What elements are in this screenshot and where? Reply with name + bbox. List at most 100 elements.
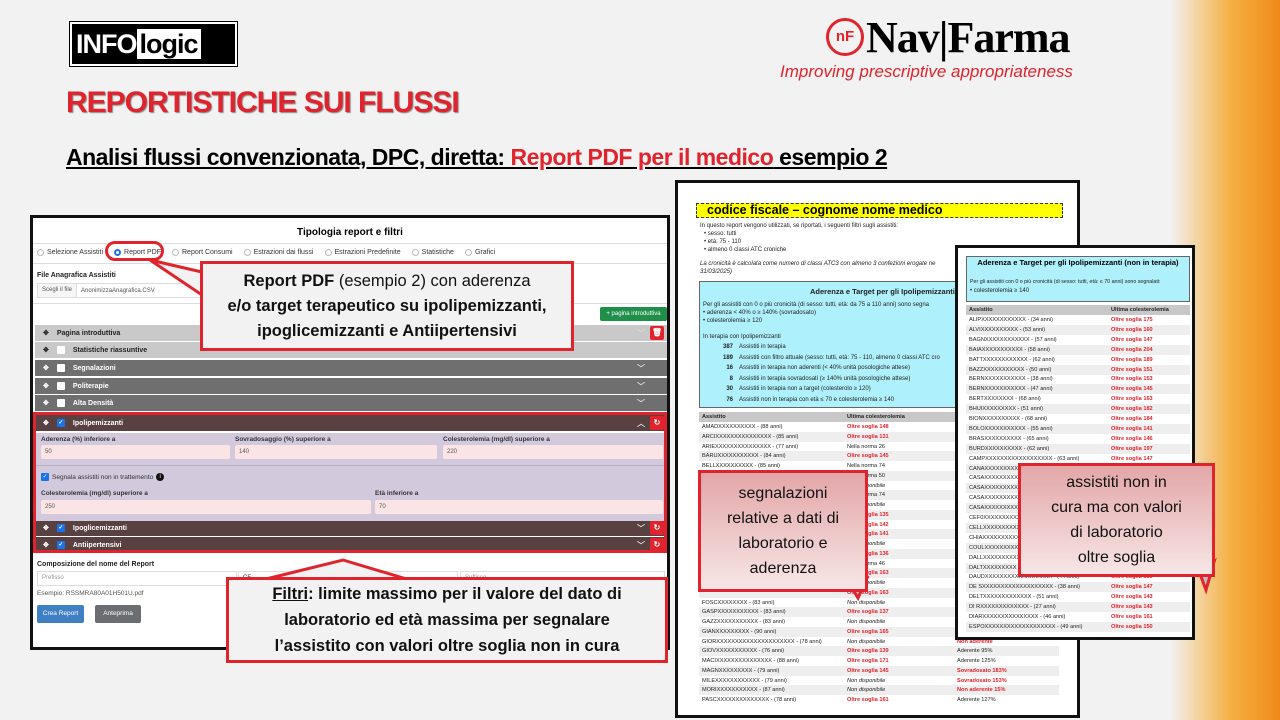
aderenza-input[interactable]: 50 [41, 445, 230, 459]
patient-name: BARUXXXXXXXXXXX - (84 anni) [702, 453, 786, 460]
table-row: CASAXXXXXXXXXXXX [966, 473, 1190, 483]
eta-input[interactable]: 70 [375, 500, 663, 514]
chevron-up-icon[interactable]: ︿ [637, 418, 645, 428]
subtitle-highlight: Report PDF per il medico [510, 144, 774, 170]
section-checkbox[interactable] [56, 382, 65, 390]
table-row: GIANXXXXXXXXX - (90 anni) Oltre soglia 16… [699, 626, 1059, 637]
patient-name: ARCIXXXXXXXXXXXXXXX - (85 anni) [702, 433, 799, 440]
radio-label: Estrazioni dai flussi [253, 249, 314, 256]
non-trattamento-checkbox[interactable]: ✓ [41, 473, 49, 481]
cholesterol-value: Oltre soglia 151 [1111, 366, 1153, 373]
section-checkbox[interactable] [56, 399, 65, 407]
radio-button[interactable] [243, 249, 251, 256]
create-report-button[interactable]: Crea Report [37, 605, 84, 623]
section-row[interactable]: ✥ ✓ Antiipertensivi ﹀ ↻ [35, 537, 667, 553]
chevron-down-icon[interactable]: ﹀ [637, 363, 645, 373]
stat-row: 387 Assistiti in terapia [703, 344, 786, 350]
section-row[interactable]: ✥ ✓ Ipolipemizzanti ︿ ↻ [35, 415, 667, 431]
box-bullet: • colesterolemia ≥ 140 [970, 288, 1030, 294]
section-checkbox[interactable]: ✓ [56, 524, 65, 532]
radio-grafici[interactable]: Grafici [464, 249, 495, 256]
section-row[interactable]: ✥ Segnalazioni ﹀ [35, 360, 667, 376]
info-icon[interactable]: i [156, 473, 165, 481]
navfarma-logo-mark: nF [826, 18, 864, 56]
section-label: Ipolipemizzanti [72, 419, 124, 427]
patient-name: BHUIXXXXXXXXX - (51 anni) [969, 406, 1043, 413]
chevron-down-icon[interactable]: ﹀ [637, 523, 645, 533]
table-row: BATTXXXXXXXXXXXX - (62 anni) Oltre soglia… [966, 355, 1190, 365]
section-row[interactable]: ✥ Alta Densità ﹀ [35, 395, 667, 411]
patient-name: BRASXXXXXXXXXX - (65 anni) [969, 435, 1049, 442]
cholesterol-value: Oltre soglia 145 [847, 667, 889, 674]
section-row[interactable]: ✥ Politerapie ﹀ [35, 378, 667, 394]
colesterolemia2-input[interactable]: 250 [41, 500, 371, 514]
chevron-down-icon[interactable]: ﹀ [637, 398, 645, 408]
radio-report-pdf[interactable]: Report PDF [114, 249, 161, 256]
radio-estrazioni-dai-flussi[interactable]: Estrazioni dai flussi [243, 249, 314, 256]
radio-selezione-assistiti[interactable]: Selezione Assistiti [37, 249, 103, 256]
section-label: Antiipertensivi [72, 541, 122, 549]
drag-handle-icon[interactable]: ✥ [43, 525, 49, 532]
table-row: DALLXXXXXXXXXX [966, 553, 1190, 563]
drag-handle-icon[interactable]: ✥ [43, 383, 49, 390]
radio-statistiche[interactable]: Statistiche [411, 249, 454, 256]
cholesterol-value: Oltre soglia 146 [1111, 435, 1153, 442]
patient-name: AMADXXXXXXXXXX - (88 anni) [702, 424, 783, 430]
radio-button[interactable] [114, 249, 122, 256]
radio-estrazioni-predefinite[interactable]: Estrazioni Predefinite [324, 249, 401, 256]
section-row[interactable]: ✥ ✓ Ipoglicemizzanti ﹀ ↻ [35, 520, 667, 536]
drag-handle-icon[interactable]: ✥ [43, 330, 49, 337]
adherence-value: Non aderente 15% [957, 687, 1006, 694]
delete-icon[interactable]: 🗑 [650, 326, 664, 340]
patient-name: MAGNXXXXXXXXX - (79 anni) [702, 667, 780, 674]
file-name: AnonimizzaAnagrafica.CSV [81, 287, 155, 294]
table-row: GIORXXXXXXXXXXXXXXXXXXXXX - (78 anni) Non… [699, 637, 1059, 647]
section-checkbox[interactable]: ✓ [56, 541, 65, 549]
navfarma-tagline: Improving prescriptive appropriateness [780, 62, 1073, 81]
adherence-value: Aderente 95% [957, 648, 993, 655]
table-row: BAIAXXXXXXXXXXX - (58 anni) Oltre soglia … [966, 344, 1190, 355]
radio-button[interactable] [411, 249, 419, 256]
logo-text-info: INFO [76, 29, 137, 59]
chevron-down-icon[interactable]: ﹀ [637, 540, 645, 550]
chevron-down-icon[interactable]: ﹀ [637, 381, 645, 391]
radio-label: Statistiche [421, 249, 454, 256]
patient-name: MORIXXXXXXXXXXX - (87 anni) [702, 687, 785, 694]
radio-report-consumi[interactable]: Report Consumi [172, 249, 233, 256]
patient-name: BAIAXXXXXXXXXXX - (58 anni) [969, 346, 1050, 353]
reset-icon[interactable]: ↻ [650, 538, 664, 552]
radio-button[interactable] [172, 249, 179, 256]
radio-button[interactable] [37, 249, 44, 256]
slide-subtitle: Analisi flussi convenzionata, DPC, diret… [66, 144, 888, 171]
stat-number: 16 [726, 365, 733, 371]
table-row: FOSCXXXXXXXX - (83 anni) Non disponibile [699, 598, 1059, 608]
callout-text: e/o target terapeutico su ipolipemizzant… [227, 296, 547, 315]
preview-button[interactable]: Anteprima [95, 605, 141, 623]
drag-handle-icon[interactable]: ✥ [43, 365, 49, 372]
cholesterol-value: Oltre soglia 147 [1111, 584, 1153, 591]
colesterolemia-input[interactable]: 220 [443, 445, 663, 459]
sovradosaggio-input[interactable]: 140 [235, 445, 437, 459]
cholesterol-value: Oltre soglia 204 [1111, 346, 1153, 353]
table-row: MORIXXXXXXXXXXX - (87 anni) Non disponibi… [699, 685, 1059, 696]
section-checkbox[interactable]: ✓ [56, 419, 65, 427]
reset-icon[interactable]: ↻ [650, 416, 664, 430]
section-checkbox[interactable] [56, 346, 65, 354]
highlight-frame [33, 412, 667, 553]
choose-file-button[interactable]: Scegli il file [38, 284, 78, 297]
drag-handle-icon[interactable]: ✥ [43, 347, 49, 354]
radio-button[interactable] [324, 249, 332, 256]
drag-handle-icon[interactable]: ✥ [43, 420, 49, 427]
drag-handle-icon[interactable]: ✥ [43, 542, 49, 549]
table-row: CEF0XXXXXXXXXXX [966, 513, 1190, 523]
cholesterol-value: Oltre soglia 150 [1111, 623, 1153, 630]
radio-button[interactable] [464, 249, 472, 256]
section-checkbox[interactable] [56, 364, 65, 372]
box-intro: Per gli assistiti con 0 o più cronicità … [703, 302, 930, 308]
table-row: DI RXXXXXXXXXXXXX - (27 anni) Oltre sogli… [966, 602, 1190, 613]
drag-handle-icon[interactable]: ✥ [43, 400, 49, 407]
reset-icon[interactable]: ↻ [650, 521, 664, 535]
section-label: Alta Densità [72, 399, 114, 407]
add-intro-page-button[interactable]: + pagina introduttiva [600, 307, 667, 321]
chevron-down-icon[interactable]: ﹀ [637, 328, 645, 338]
